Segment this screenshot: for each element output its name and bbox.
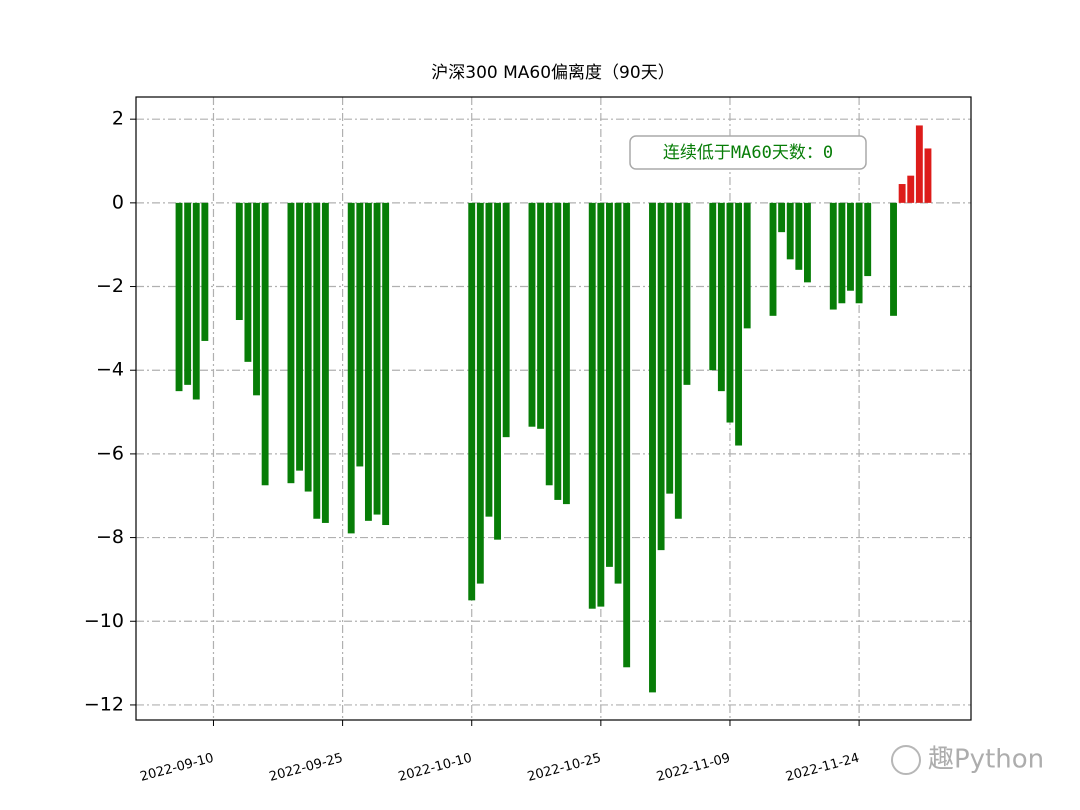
bar xyxy=(804,202,811,283)
bar xyxy=(347,202,355,534)
bar xyxy=(201,202,209,341)
bar xyxy=(649,202,656,693)
bar xyxy=(485,202,493,517)
bar xyxy=(606,202,613,567)
bar xyxy=(726,202,734,423)
bar xyxy=(296,202,303,471)
bar xyxy=(382,202,390,526)
bar xyxy=(898,184,906,203)
bar xyxy=(838,202,846,304)
y-tick-label: 0 xyxy=(112,191,124,213)
bar xyxy=(864,202,872,277)
y-tick-label: −10 xyxy=(84,610,124,632)
bar xyxy=(494,202,501,540)
y-tick-label: −8 xyxy=(96,526,124,548)
bar xyxy=(537,202,545,429)
x-tick-label: 2022-09-10 xyxy=(139,751,216,785)
bar xyxy=(554,202,562,500)
bar xyxy=(235,202,243,321)
bar xyxy=(924,148,932,203)
bar xyxy=(855,202,863,304)
chart-title: 沪深300 MA60偏离度（90天） xyxy=(431,63,674,83)
bar xyxy=(468,202,476,601)
bar xyxy=(502,202,510,438)
bar xyxy=(321,202,329,523)
bar xyxy=(683,202,691,385)
bar xyxy=(657,202,665,551)
bar xyxy=(356,202,364,467)
bar xyxy=(743,202,751,329)
bar xyxy=(915,125,923,203)
x-tick-label: 2022-11-24 xyxy=(784,751,861,785)
bar xyxy=(244,202,252,362)
bar xyxy=(373,202,381,515)
y-tick-label: −2 xyxy=(96,275,124,297)
bar xyxy=(786,202,794,260)
bar xyxy=(528,202,536,427)
x-tick-label: 2022-11-09 xyxy=(655,751,732,785)
bar xyxy=(709,202,717,371)
bar xyxy=(778,202,786,233)
bar xyxy=(562,202,570,505)
bar xyxy=(261,202,269,486)
x-tick-label: 2022-10-10 xyxy=(397,751,474,785)
plot-frame xyxy=(135,96,972,721)
bar xyxy=(829,202,837,310)
bar xyxy=(623,202,631,668)
bar xyxy=(304,202,312,492)
bar xyxy=(717,202,725,392)
y-tick-label: −6 xyxy=(96,442,124,464)
annotation-box xyxy=(629,135,867,170)
bar xyxy=(907,175,915,203)
bar xyxy=(287,202,295,484)
y-tick-label: 2 xyxy=(112,108,124,130)
x-tick-label: 2022-09-25 xyxy=(268,751,345,785)
bar xyxy=(192,202,200,400)
y-tick-label: −4 xyxy=(96,359,124,381)
bar xyxy=(666,202,674,494)
x-tick-label: 2022-10-25 xyxy=(526,751,603,785)
annotation: 连续低于MA60天数：0 xyxy=(663,143,833,163)
bar xyxy=(175,202,183,392)
bar xyxy=(476,202,484,584)
bar xyxy=(545,202,553,486)
bar xyxy=(735,202,743,446)
bar xyxy=(364,202,372,521)
bar xyxy=(184,202,192,385)
bar xyxy=(253,202,260,396)
bar xyxy=(588,202,596,609)
watermark-icon xyxy=(891,745,921,775)
bar xyxy=(769,202,777,316)
bar xyxy=(890,202,897,316)
bar xyxy=(847,202,854,291)
bar xyxy=(313,202,321,519)
bar xyxy=(795,202,803,270)
watermark: 趣Python xyxy=(928,745,1044,775)
bar xyxy=(614,202,622,584)
bar xyxy=(597,202,605,607)
y-tick-label: −12 xyxy=(84,693,124,715)
bar xyxy=(674,202,682,519)
